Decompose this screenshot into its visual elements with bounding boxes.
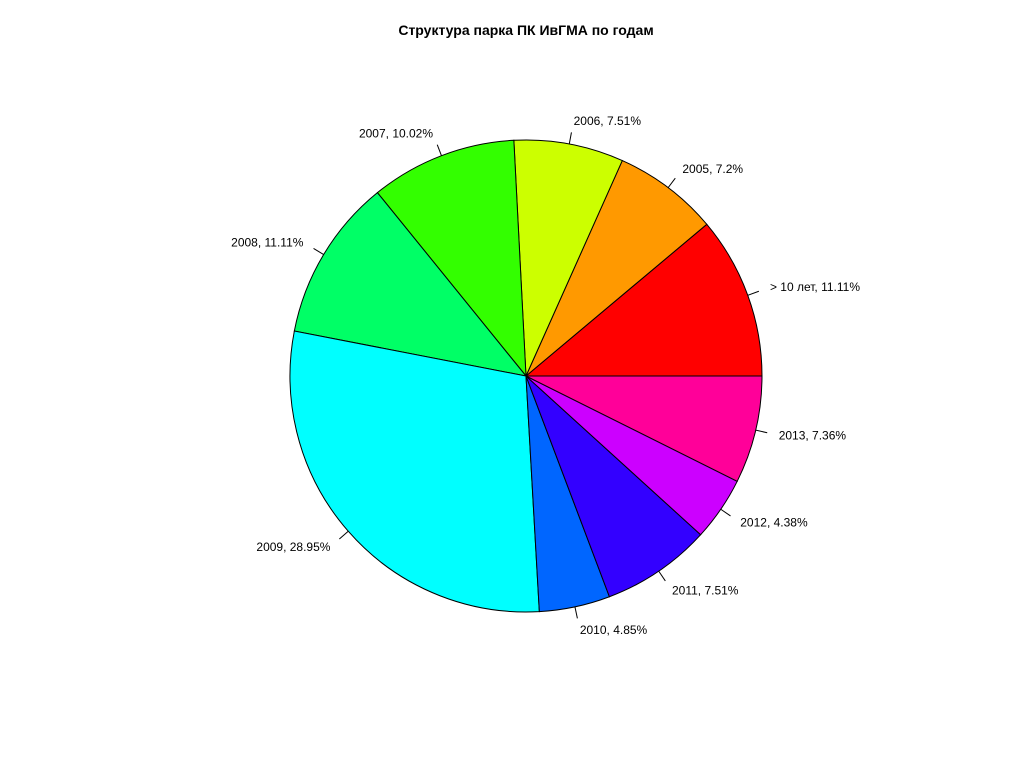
pie-slice-5 <box>289 330 540 613</box>
label-tick-4 <box>313 248 324 255</box>
slice-label-5: 2009, 28.95% <box>256 540 330 554</box>
slice-label-7: 2011, 7.51% <box>672 584 739 598</box>
slice-label-2: 2006, 7.51% <box>574 114 642 128</box>
pie-slice-1 <box>525 159 708 377</box>
pie-slice-7 <box>525 375 702 598</box>
label-tick-3 <box>436 144 442 156</box>
label-ticks <box>313 132 768 619</box>
pie-slice-9 <box>525 375 763 482</box>
slice-label-3: 2007, 10.02% <box>359 127 433 141</box>
slice-label-9: 2013, 7.36% <box>779 428 847 442</box>
slice-label-8: 2012, 4.38% <box>740 516 808 530</box>
pie-slice-0 <box>524 223 763 377</box>
label-tick-7 <box>658 570 666 582</box>
chart-title: Структура парка ПК ИвГМА по годам <box>398 22 653 38</box>
label-tick-1 <box>667 177 676 188</box>
slice-label-4: 2008, 11.11% <box>231 235 304 249</box>
pie-slice-4 <box>293 191 528 377</box>
slice-labels: > 10 лет, 11.11% 2005, 7.2% 2006, 7.51% 200… <box>231 114 860 637</box>
pie-slices <box>289 139 763 613</box>
slice-label-1: 2005, 7.2% <box>682 162 743 176</box>
label-tick-6 <box>574 606 578 619</box>
label-tick-5 <box>339 530 349 540</box>
label-tick-2 <box>568 132 572 145</box>
label-tick-9 <box>755 429 768 434</box>
slice-label-0: > 10 лет, 11.11% <box>770 280 860 294</box>
slice-label-6: 2010, 4.85% <box>580 623 648 637</box>
pie-slice-2 <box>513 139 623 377</box>
label-tick-0 <box>747 290 760 296</box>
label-tick-8 <box>720 508 731 517</box>
